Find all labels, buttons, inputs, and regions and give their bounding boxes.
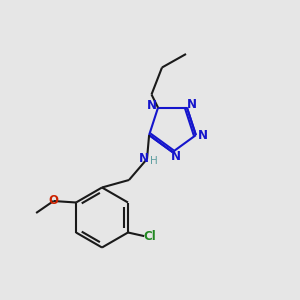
Text: O: O [49, 194, 58, 207]
Text: H: H [150, 156, 158, 166]
Text: Cl: Cl [143, 230, 156, 243]
Text: N: N [139, 152, 149, 165]
Text: N: N [147, 99, 157, 112]
Text: N: N [171, 150, 181, 164]
Text: N: N [197, 129, 208, 142]
Text: N: N [188, 98, 197, 111]
